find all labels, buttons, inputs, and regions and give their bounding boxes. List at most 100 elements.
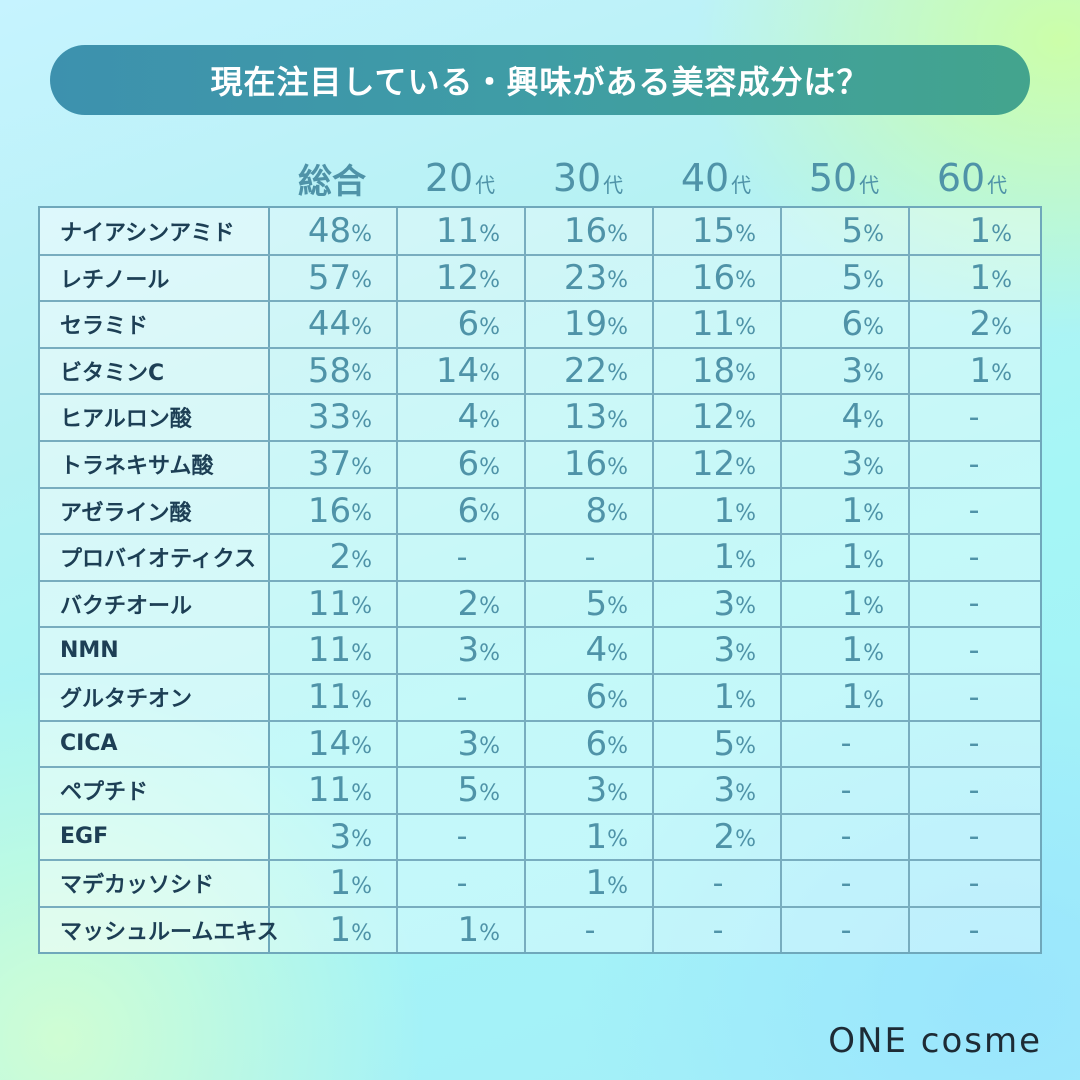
row-label: EGF xyxy=(60,824,109,850)
percent-sign: % xyxy=(991,314,1012,340)
percent-sign: % xyxy=(735,221,756,247)
table-cell: 6% xyxy=(782,301,910,347)
cell-value: 3 xyxy=(841,350,864,391)
percent-sign: % xyxy=(479,407,500,433)
table-cell: 1% xyxy=(526,860,654,906)
table-cell: 3% xyxy=(654,581,782,627)
percent-sign: % xyxy=(351,873,372,899)
cell-value: 3 xyxy=(457,630,480,671)
row-label: NMN xyxy=(60,637,119,663)
cell-value: 1 xyxy=(329,910,352,950)
table-cell: 6% xyxy=(398,488,526,534)
grid-line-horizontal xyxy=(40,719,1040,722)
column-header-age: 20 xyxy=(424,156,474,200)
table-cell: - xyxy=(910,721,1038,767)
table-cell: 1% xyxy=(782,627,910,673)
percent-sign: % xyxy=(863,594,884,620)
column-header-age: 50 xyxy=(808,156,858,200)
table-cell: 11% xyxy=(270,581,398,627)
percent-sign: % xyxy=(991,361,1012,387)
table-cell: - xyxy=(398,534,526,580)
table-cell: - xyxy=(910,907,1038,953)
row-label: ビタミンC xyxy=(60,360,165,386)
percent-sign: % xyxy=(735,361,756,387)
table-cell: 3% xyxy=(654,627,782,673)
table-cell: 5% xyxy=(782,208,910,254)
table-cell: 2% xyxy=(654,814,782,860)
table-cell: - xyxy=(782,721,910,767)
table-cell: 11% xyxy=(654,301,782,347)
cell-value: 5 xyxy=(841,211,864,251)
table-cell: 3% xyxy=(398,627,526,673)
percent-sign: % xyxy=(607,501,628,527)
grid-line-horizontal xyxy=(40,300,1040,303)
row-label: レチノール xyxy=(60,267,170,293)
column-header-unit: 代 xyxy=(731,172,752,197)
cell-value: 16 xyxy=(563,211,608,251)
percent-sign: % xyxy=(479,501,500,527)
percent-sign: % xyxy=(479,734,500,760)
percent-sign: % xyxy=(735,827,756,853)
cell-value: 11 xyxy=(435,211,480,251)
cell-value: 15 xyxy=(691,211,736,251)
cell-value: 11 xyxy=(307,630,352,671)
cell-value: 6 xyxy=(457,444,480,484)
percent-sign: % xyxy=(607,827,628,853)
cell-value: 16 xyxy=(691,257,736,298)
table-cell: - xyxy=(910,441,1038,487)
cell-value: 11 xyxy=(691,304,736,345)
percent-sign: % xyxy=(607,734,628,760)
empty-value: - xyxy=(584,912,596,948)
table-cell: 23% xyxy=(526,255,654,301)
column-header-unit: 代 xyxy=(859,172,880,197)
cell-value: 3 xyxy=(713,630,736,671)
table-cell: 16% xyxy=(526,208,654,254)
column-header-unit: 代 xyxy=(475,172,496,197)
percent-sign: % xyxy=(351,687,372,713)
cell-value: 1 xyxy=(841,583,864,624)
cell-value: 3 xyxy=(457,723,480,764)
empty-value: - xyxy=(968,586,980,622)
cell-value: 4 xyxy=(585,630,608,671)
table-cell: 18% xyxy=(654,348,782,394)
percent-sign: % xyxy=(479,361,500,387)
table-cell: - xyxy=(910,674,1038,720)
cell-value: 58 xyxy=(307,350,352,391)
percent-sign: % xyxy=(607,640,628,666)
table-cell: - xyxy=(910,488,1038,534)
data-table: ナイアシンアミド 48% 11% 16% 15% 5% 1% レチノール 57% 12% 23% 16… xyxy=(38,206,1042,954)
cell-value: 11 xyxy=(307,770,352,811)
table-cell: 48% xyxy=(270,208,398,254)
table-cell: - xyxy=(910,860,1038,906)
cell-value: 5 xyxy=(457,770,480,811)
table-cell: 16% xyxy=(270,488,398,534)
row-label: グルタチオン xyxy=(60,687,193,712)
table-cell: 4% xyxy=(526,627,654,673)
percent-sign: % xyxy=(735,687,756,713)
cell-value: 12 xyxy=(691,397,736,438)
table-cell: 2% xyxy=(270,534,398,580)
cell-value: 33 xyxy=(307,397,352,438)
row-label: バクチオール xyxy=(60,593,193,619)
table-cell: 6% xyxy=(526,721,654,767)
percent-sign: % xyxy=(351,780,372,806)
cell-value: 16 xyxy=(307,490,352,531)
table-cell: - xyxy=(910,814,1038,860)
table-cell: - xyxy=(782,814,910,860)
percent-sign: % xyxy=(735,314,756,340)
table-cell: - xyxy=(910,581,1038,627)
empty-value: - xyxy=(456,539,468,575)
cell-value: 1 xyxy=(969,211,992,251)
percent-sign: % xyxy=(479,780,500,806)
table-cell: 1% xyxy=(782,488,910,534)
table-cell: 3% xyxy=(398,721,526,767)
row-label: アゼライン酸 xyxy=(60,500,192,526)
percent-sign: % xyxy=(863,454,884,480)
table-cell: 44% xyxy=(270,301,398,347)
percent-sign: % xyxy=(863,314,884,340)
column-header-unit: 代 xyxy=(603,172,624,197)
cell-value: 3 xyxy=(713,770,736,811)
column-header-label: 総合 xyxy=(298,161,366,202)
percent-sign: % xyxy=(351,827,372,853)
column-header-age: 40 xyxy=(680,156,730,200)
